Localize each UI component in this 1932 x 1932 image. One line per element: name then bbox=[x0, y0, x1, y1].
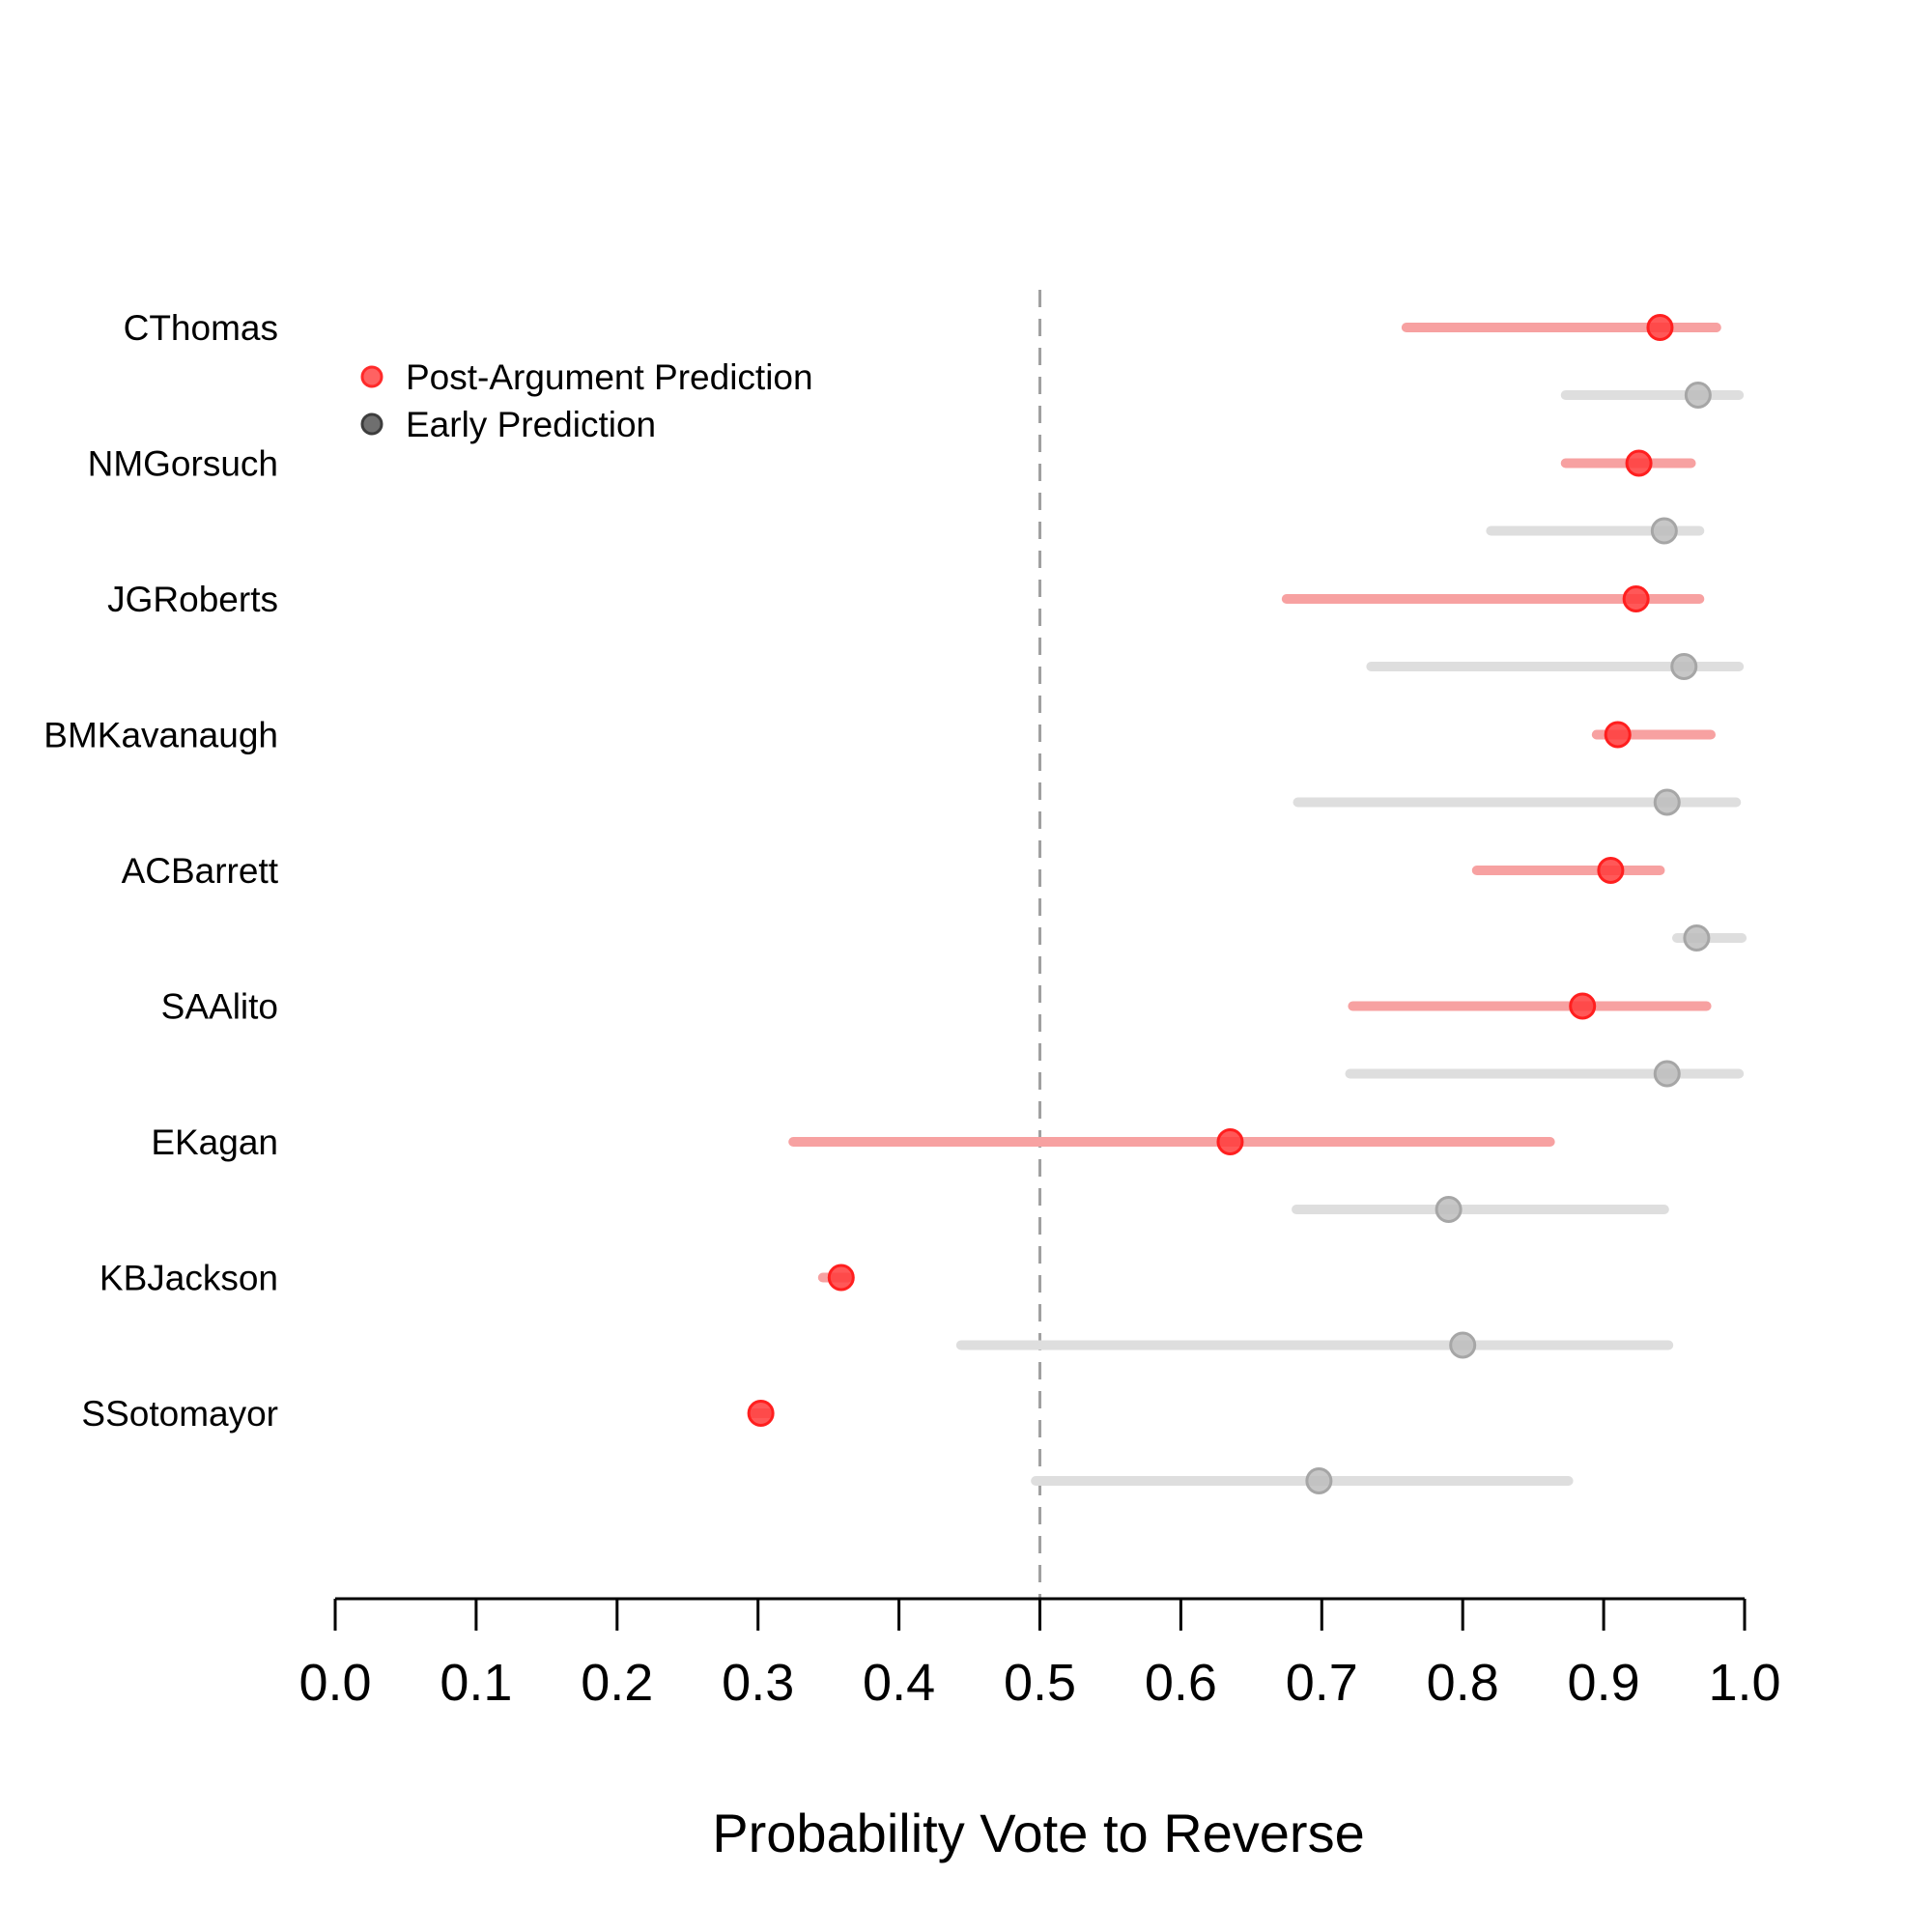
legend: Post-Argument Prediction Early Predictio… bbox=[360, 357, 813, 444]
x-tick-label-0.8: 0.8 bbox=[1427, 1654, 1499, 1712]
justice-label-cthomas: CThomas bbox=[124, 308, 278, 348]
post-point-ssotomayor bbox=[747, 1400, 775, 1427]
early-point-nmgorsuch bbox=[1650, 517, 1678, 545]
early-point-acbarrett bbox=[1683, 924, 1711, 952]
x-tick-label-1.0: 1.0 bbox=[1708, 1654, 1780, 1712]
x-axis-title: Probability Vote to Reverse bbox=[712, 1803, 1364, 1863]
justice-label-acbarrett: ACBarrett bbox=[122, 851, 279, 891]
justice-label-ekagan: EKagan bbox=[151, 1122, 278, 1162]
x-tick-label-0.2: 0.2 bbox=[581, 1654, 653, 1712]
x-tick-label-0.1: 0.1 bbox=[440, 1654, 512, 1712]
point-layer bbox=[747, 314, 1712, 1494]
x-tick-label-0.0: 0.0 bbox=[298, 1654, 371, 1712]
post-point-ekagan bbox=[1216, 1128, 1244, 1155]
early-point-cthomas bbox=[1684, 382, 1712, 409]
x-tick-label-0.9: 0.9 bbox=[1568, 1654, 1640, 1712]
justice-label-nmgorsuch: NMGorsuch bbox=[88, 444, 278, 484]
early-point-bmkavanaugh bbox=[1653, 788, 1681, 816]
x-tick-label-0.3: 0.3 bbox=[722, 1654, 794, 1712]
early-point-kbjackson bbox=[1449, 1331, 1477, 1359]
legend-marker-early bbox=[360, 412, 384, 436]
early-point-saalito bbox=[1653, 1060, 1681, 1088]
x-tick-label-0.5: 0.5 bbox=[1004, 1654, 1076, 1712]
x-tick-label-0.7: 0.7 bbox=[1286, 1654, 1358, 1712]
x-tick-label-0.6: 0.6 bbox=[1145, 1654, 1217, 1712]
post-point-saalito bbox=[1569, 992, 1597, 1020]
justice-label-saalito: SAAlito bbox=[161, 987, 278, 1027]
post-point-jgroberts bbox=[1622, 585, 1650, 612]
post-point-cthomas bbox=[1646, 314, 1674, 341]
x-axis: 0.0 0.1 0.2 0.3 0.4 0.5 0.6 0.7 0.8 0.9 1.0 bbox=[298, 1597, 1781, 1712]
post-point-kbjackson bbox=[827, 1264, 855, 1292]
legend-label-early: Early Prediction bbox=[406, 405, 656, 444]
justice-label-layer: CThomas NMGorsuch JGRoberts BMKavanaugh ACBa… bbox=[43, 308, 278, 1434]
interval-layer bbox=[747, 323, 1747, 1486]
post-point-nmgorsuch bbox=[1625, 449, 1653, 477]
early-point-ssotomayor bbox=[1305, 1467, 1333, 1494]
early-point-ekagan bbox=[1435, 1196, 1463, 1223]
legend-label-post-argument: Post-Argument Prediction bbox=[406, 357, 813, 397]
justice-label-kbjackson: KBJackson bbox=[99, 1259, 278, 1298]
justice-label-jgroberts: JGRoberts bbox=[107, 580, 278, 619]
early-point-jgroberts bbox=[1670, 653, 1698, 680]
post-point-bmkavanaugh bbox=[1604, 721, 1632, 749]
post-point-acbarrett bbox=[1597, 857, 1625, 884]
justice-label-bmkavanaugh: BMKavanaugh bbox=[43, 716, 278, 755]
x-tick-label-0.4: 0.4 bbox=[863, 1654, 935, 1712]
justice-label-ssotomayor: SSotomayor bbox=[81, 1394, 278, 1434]
legend-marker-post-argument bbox=[360, 365, 384, 388]
